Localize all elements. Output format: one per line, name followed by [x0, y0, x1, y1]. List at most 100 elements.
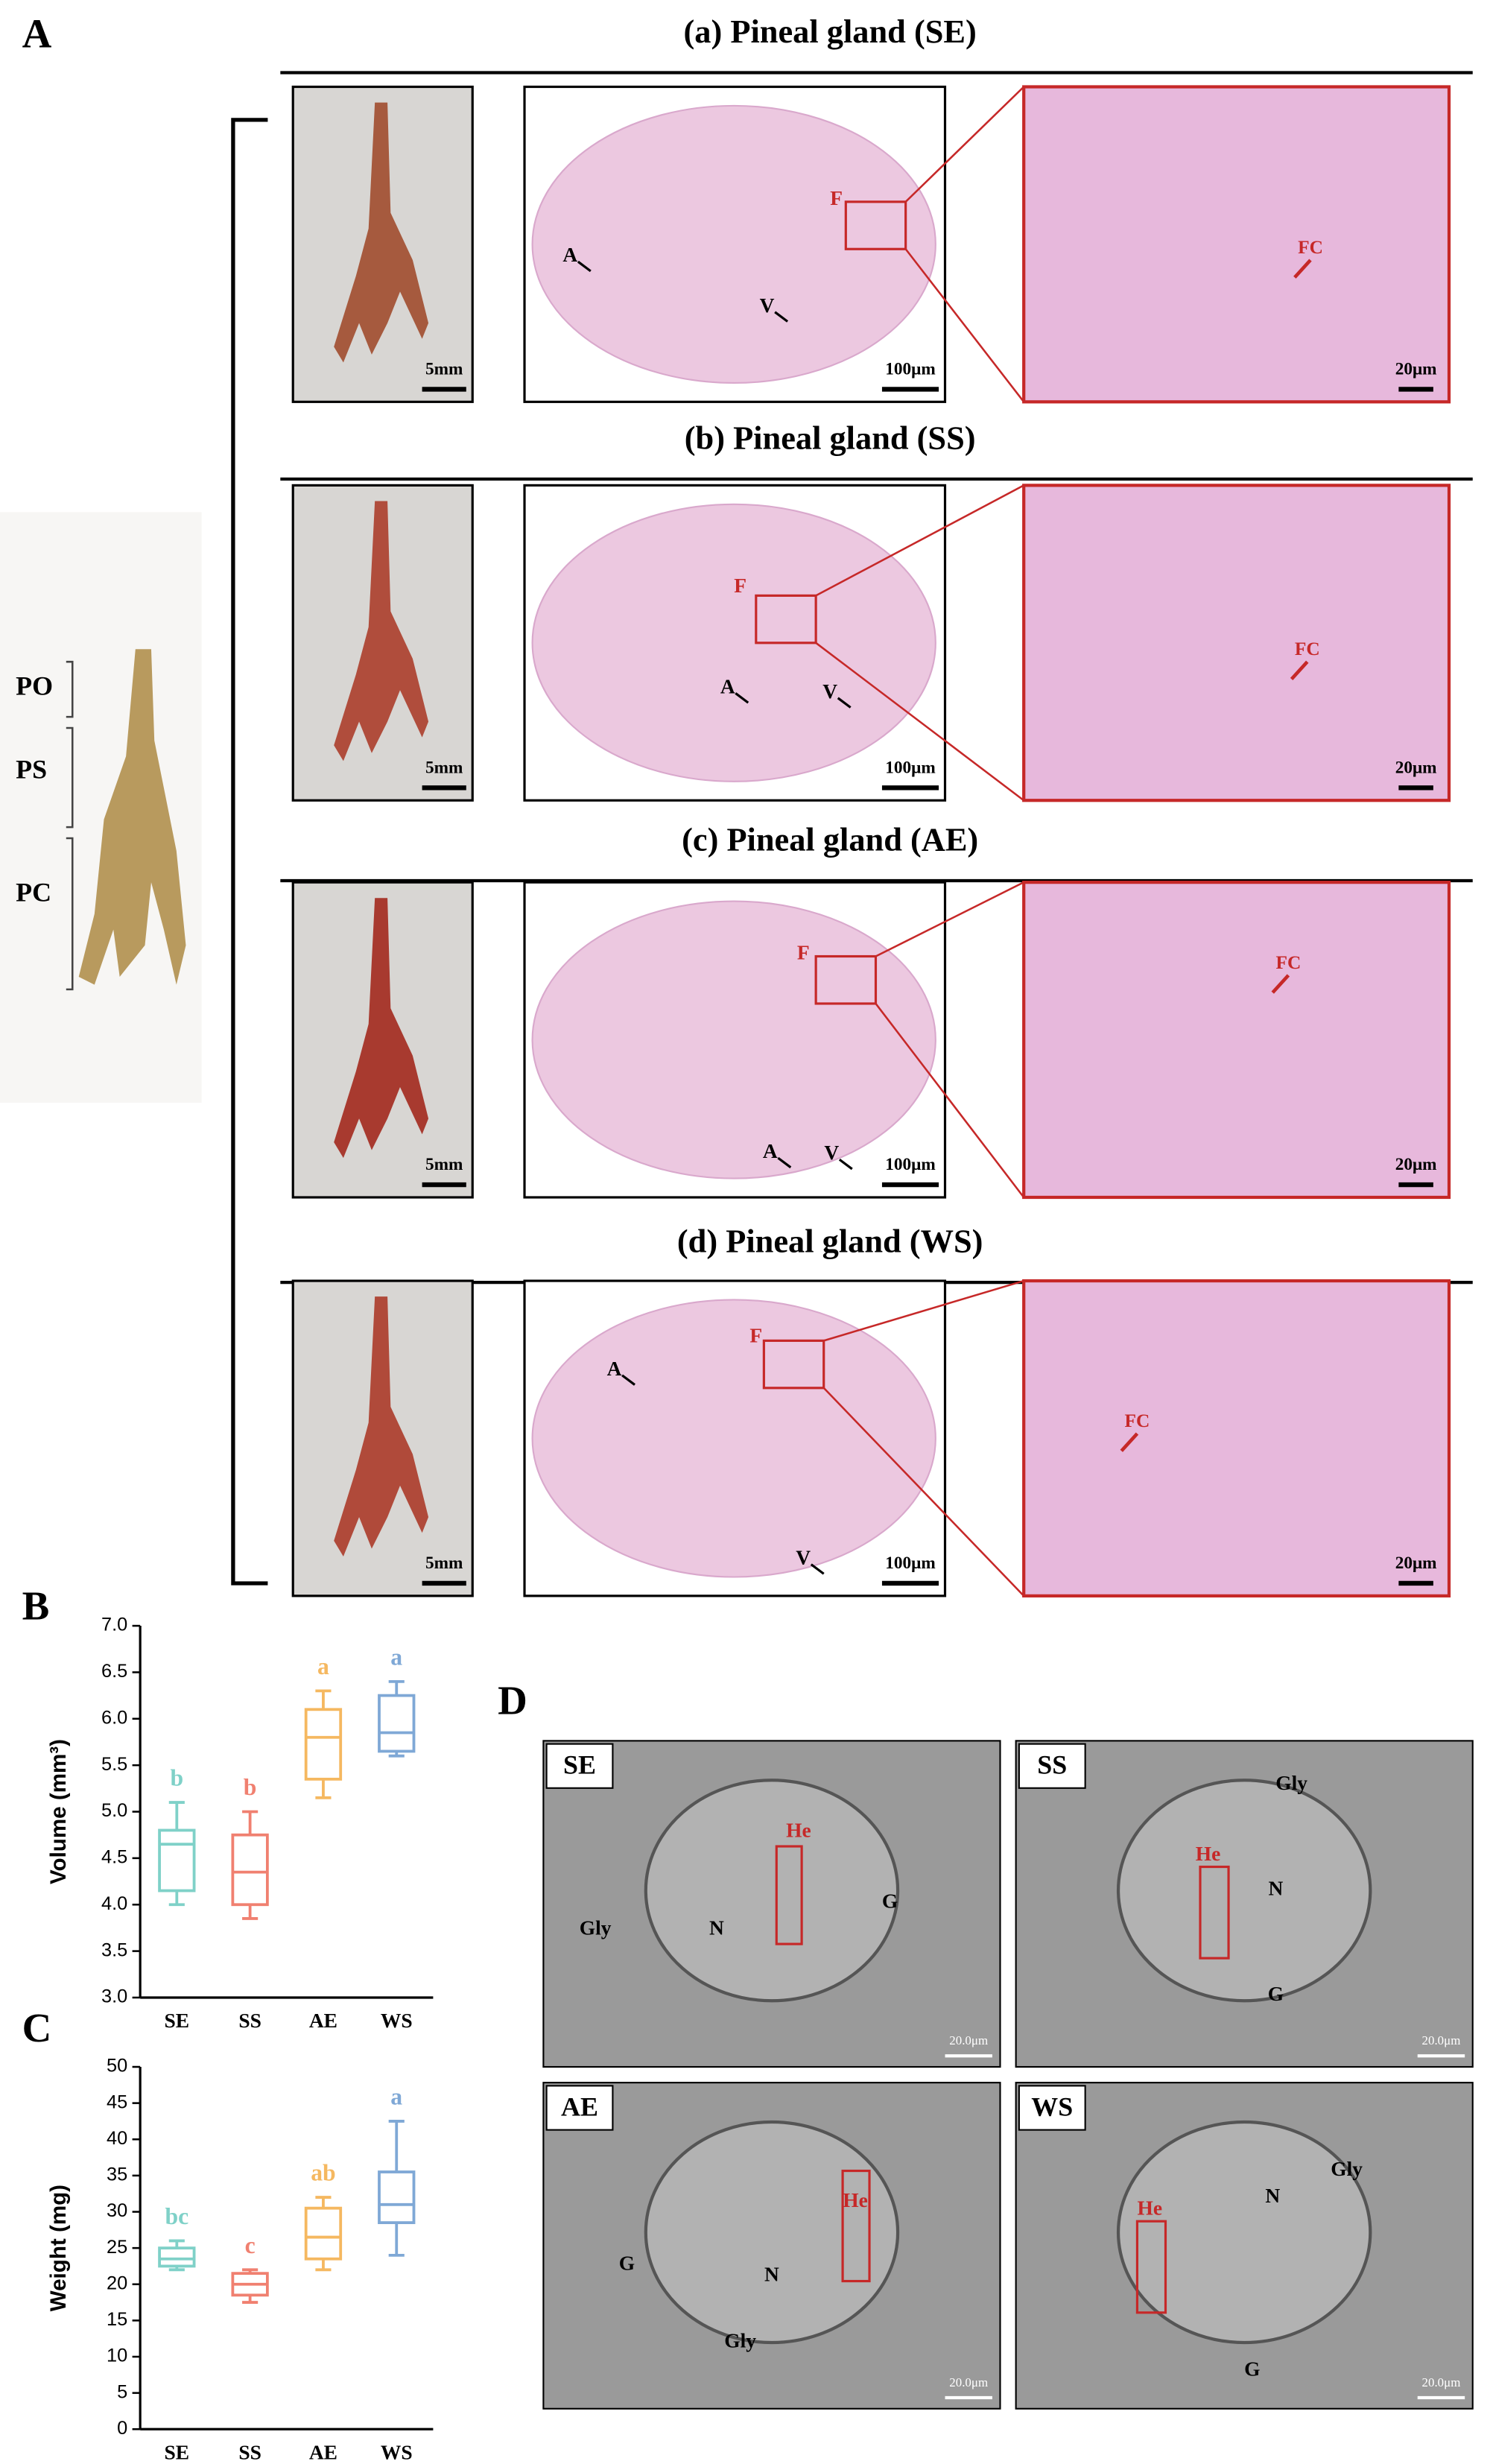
scale-label: 20μm [1395, 359, 1437, 379]
arrow [810, 1563, 825, 1575]
y-tick-label: 5.5 [101, 1754, 127, 1775]
arrow [838, 1158, 853, 1171]
y-tick-label: 35 [107, 2164, 127, 2185]
scale-label: 20μm [1395, 1155, 1437, 1174]
scale-label: 20μm [1395, 758, 1437, 777]
structure-label: FC [1125, 1410, 1150, 1431]
y-tick-label: 40 [107, 2128, 127, 2149]
x-tick-label: SS [238, 2441, 261, 2463]
tem-label: AE [561, 2091, 598, 2121]
structure-label: He [1196, 1843, 1221, 1865]
y-tick-label: 5 [117, 2381, 127, 2402]
he-box [841, 2169, 871, 2283]
gland-shape [334, 898, 429, 1159]
zoom-connector [823, 1279, 1024, 1342]
zoom-square [755, 594, 817, 644]
zoom-image [1022, 484, 1451, 802]
photo-background [0, 512, 202, 1103]
box [231, 1833, 269, 1907]
histology-section [531, 104, 936, 384]
zoom-connector [904, 86, 1025, 203]
box [304, 2206, 343, 2261]
structure-label: V [796, 1547, 811, 1569]
y-tick-label: 20 [107, 2273, 127, 2293]
gland-shape [334, 1296, 429, 1557]
zoom-connector [875, 1003, 1025, 1198]
structure-label: Gly [1275, 1772, 1307, 1794]
zoom-connector [875, 881, 1024, 957]
arrow [621, 1374, 635, 1386]
y-tick-label: 15 [107, 2309, 127, 2330]
significance-letter: b [244, 1774, 257, 1800]
panel-label: A [22, 11, 52, 57]
x-tick-label: SE [165, 2009, 190, 2032]
y-tick-label: 0 [117, 2418, 127, 2439]
x-tick-label: AE [309, 2009, 337, 2032]
structure-label: N [709, 1916, 724, 1939]
structure-label: G [1268, 1983, 1284, 2005]
y-axis-label: Weight (mg) [46, 2185, 71, 2311]
structure-label: V [822, 680, 837, 703]
arrow [1290, 660, 1309, 680]
label-box [545, 1743, 614, 1789]
nucleus [644, 1779, 900, 2003]
row-title: (a) Pineal gland (SE) [684, 13, 977, 50]
structure-label: He [1138, 2197, 1163, 2220]
structure-label: G [1244, 2357, 1260, 2380]
gland-shape [334, 102, 429, 363]
tem-panels: SE He N G Gly 20.0μm SS Gly He N G 20.0μm AE He G N Gly 2… [542, 1740, 1474, 2410]
label-box [1018, 1743, 1086, 1789]
arrow [735, 692, 749, 704]
bracket [66, 660, 74, 991]
nucleus [644, 2120, 900, 2345]
he-box [1199, 1865, 1230, 1960]
arrow [1293, 259, 1312, 279]
y-tick-label: 30 [107, 2200, 127, 2221]
he-box [775, 1845, 803, 1945]
zoom-connector [904, 248, 1025, 403]
zoom-connector [815, 484, 1024, 597]
y-tick-label: 6.5 [101, 1661, 127, 1682]
y-tick-label: 3.0 [101, 1986, 127, 2007]
nucleus [1116, 2120, 1372, 2345]
structure-label: F [734, 574, 746, 597]
significance-letter: a [390, 2084, 402, 2110]
structure-label: Gly [724, 2329, 756, 2351]
structure-label: N [764, 2264, 779, 2286]
y-tick-label: 45 [107, 2091, 127, 2112]
nucleus [1116, 1779, 1372, 2003]
bracket [231, 118, 268, 1586]
scale-label: 100μm [885, 1155, 935, 1174]
structure-label: Gly [1331, 2158, 1363, 2180]
part-label: PC [16, 877, 51, 907]
box [378, 1694, 416, 1753]
structure-label: Gly [580, 1916, 612, 1939]
structure-label: G [619, 2252, 635, 2275]
x-tick-label: AE [309, 2441, 337, 2463]
arrow [837, 697, 852, 709]
zoom-square [844, 200, 907, 250]
tem-label: SE [563, 1750, 596, 1780]
arrow [777, 1156, 792, 1169]
y-tick-label: 4.0 [101, 1893, 127, 1914]
structure-label: He [843, 2189, 868, 2211]
structure-label: F [749, 1324, 762, 1346]
scale-label: 100μm [885, 359, 935, 379]
zoom-square [762, 1339, 825, 1390]
box [304, 1708, 343, 1781]
label-box [545, 2085, 614, 2131]
histology-section [531, 900, 936, 1179]
structure-label: He [786, 1819, 811, 1841]
y-axis-label: Volume (mm³) [46, 1739, 71, 1884]
scale-label: 20.0μm [1422, 2033, 1461, 2047]
significance-letter: b [170, 1765, 183, 1791]
box [158, 1828, 196, 1893]
scale-label: 5mm [425, 758, 463, 777]
structure-label: A [763, 1140, 778, 1162]
scale-label: 20μm [1395, 1554, 1437, 1573]
structure-label: V [824, 1141, 839, 1164]
part-label: PO [16, 671, 53, 700]
histology-section [531, 1299, 936, 1578]
structure-label: FC [1275, 952, 1301, 973]
tem-label: SS [1037, 1750, 1067, 1780]
